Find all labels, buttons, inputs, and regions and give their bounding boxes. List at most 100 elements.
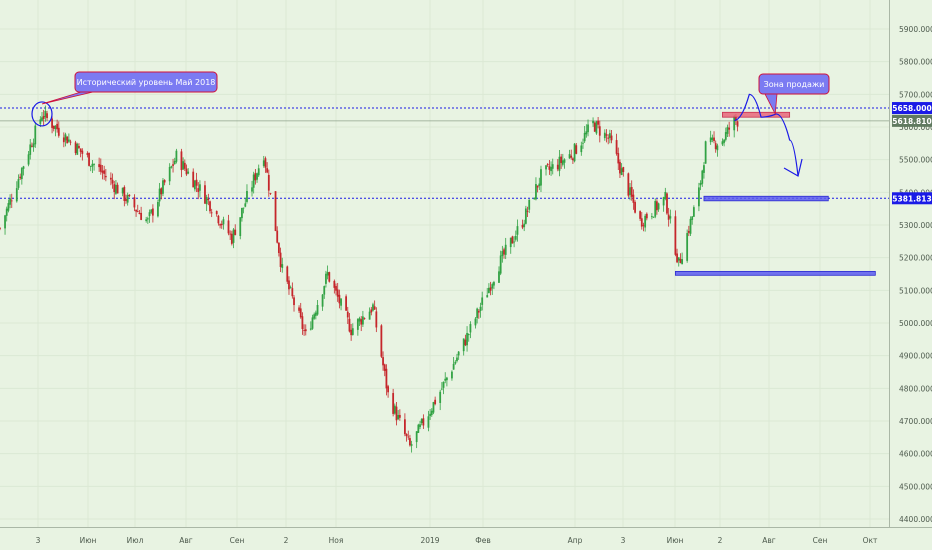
candle: [64, 132, 67, 147]
candle: [220, 220, 223, 229]
y-tick-label: 4500.000: [899, 482, 932, 491]
candle-body: [503, 249, 505, 255]
candle-body: [148, 212, 151, 217]
candle-body: [170, 166, 173, 168]
candle: [345, 294, 347, 312]
zone-rect-0: [722, 111, 791, 118]
candle-body: [41, 117, 43, 121]
price-labels: 5658.000 5618.810 5381.813: [892, 102, 932, 205]
candle-body: [524, 208, 527, 224]
candle: [704, 140, 707, 164]
candle-body: [540, 169, 542, 186]
candle-body: [133, 197, 136, 208]
candle: [654, 198, 657, 219]
candle-body: [664, 191, 667, 199]
candle-body: [548, 166, 551, 170]
candle: [422, 414, 425, 429]
candle: [86, 151, 89, 158]
candle: [652, 216, 655, 218]
candle: [585, 124, 588, 138]
candle: [309, 321, 312, 331]
candle: [81, 148, 84, 161]
candle: [301, 312, 304, 335]
candle: [451, 370, 453, 381]
candle-body: [632, 194, 635, 203]
candle: [311, 314, 314, 330]
candle-body: [140, 212, 143, 220]
drawings: [31, 93, 803, 177]
candle: [128, 194, 131, 198]
candle-body: [298, 307, 300, 311]
candle: [676, 248, 678, 264]
candle-body: [681, 259, 684, 265]
candle-body: [111, 179, 114, 184]
candle: [204, 180, 206, 205]
candle-body: [489, 287, 492, 291]
candle: [286, 265, 289, 285]
candle: [420, 418, 423, 426]
candle: [88, 152, 90, 167]
candle-body: [407, 436, 410, 438]
candle-body: [603, 132, 606, 139]
candle-body: [521, 224, 524, 228]
candle: [442, 381, 445, 395]
zones: [674, 111, 876, 276]
candle: [692, 205, 695, 217]
candle-body: [115, 184, 117, 194]
y-tick-label: 5600.000: [899, 123, 932, 132]
candle: [446, 376, 448, 387]
candle: [570, 149, 573, 160]
candle-body: [301, 316, 304, 330]
candle: [217, 214, 220, 226]
candle: [457, 350, 460, 360]
candle-body: [452, 363, 455, 370]
candle-body: [622, 167, 625, 173]
candle-body: [701, 170, 704, 184]
candle-body: [713, 137, 715, 142]
candle-body: [309, 328, 312, 330]
candle: [98, 157, 101, 172]
callout-sell-zone: Зона продажи: [758, 73, 830, 116]
candle-body: [209, 201, 211, 212]
candle: [639, 210, 642, 221]
candle-body: [734, 116, 737, 121]
candle: [686, 229, 689, 263]
candle: [726, 124, 729, 138]
candle: [546, 163, 549, 167]
candle-body: [593, 122, 596, 132]
candle-body: [86, 153, 89, 155]
candle: [175, 148, 178, 164]
candle-body: [363, 318, 366, 320]
candle: [580, 141, 583, 156]
candle-body: [509, 237, 512, 248]
candle-body: [150, 209, 153, 213]
x-tick-label: Июн: [667, 536, 684, 545]
candle-body: [726, 127, 729, 134]
candle: [503, 247, 505, 259]
candle-body: [264, 158, 267, 168]
candle: [382, 351, 384, 371]
candle: [640, 212, 643, 230]
candle-body: [481, 297, 484, 305]
candle: [264, 156, 267, 173]
candle: [210, 208, 213, 218]
candle: [509, 237, 512, 254]
candle-body: [183, 162, 186, 169]
candle: [242, 207, 245, 214]
y-axis: 5900.000 5800.000 5700.000 5600.000 5500.000…: [889, 0, 932, 527]
callout-text: Зона продажи: [764, 80, 825, 89]
candle-body: [104, 175, 107, 178]
candle: [662, 196, 665, 212]
candle-body: [242, 207, 245, 209]
candle-body: [256, 173, 258, 180]
candle-body: [46, 113, 48, 119]
candle-body: [230, 233, 233, 244]
candle-body: [721, 141, 724, 145]
candle: [79, 148, 82, 158]
y-tick-label: 4900.000: [899, 352, 932, 361]
candle: [41, 112, 43, 122]
candle-body: [629, 187, 631, 195]
candle-body: [244, 203, 247, 207]
candle-body: [204, 185, 206, 204]
candle: [326, 265, 329, 280]
